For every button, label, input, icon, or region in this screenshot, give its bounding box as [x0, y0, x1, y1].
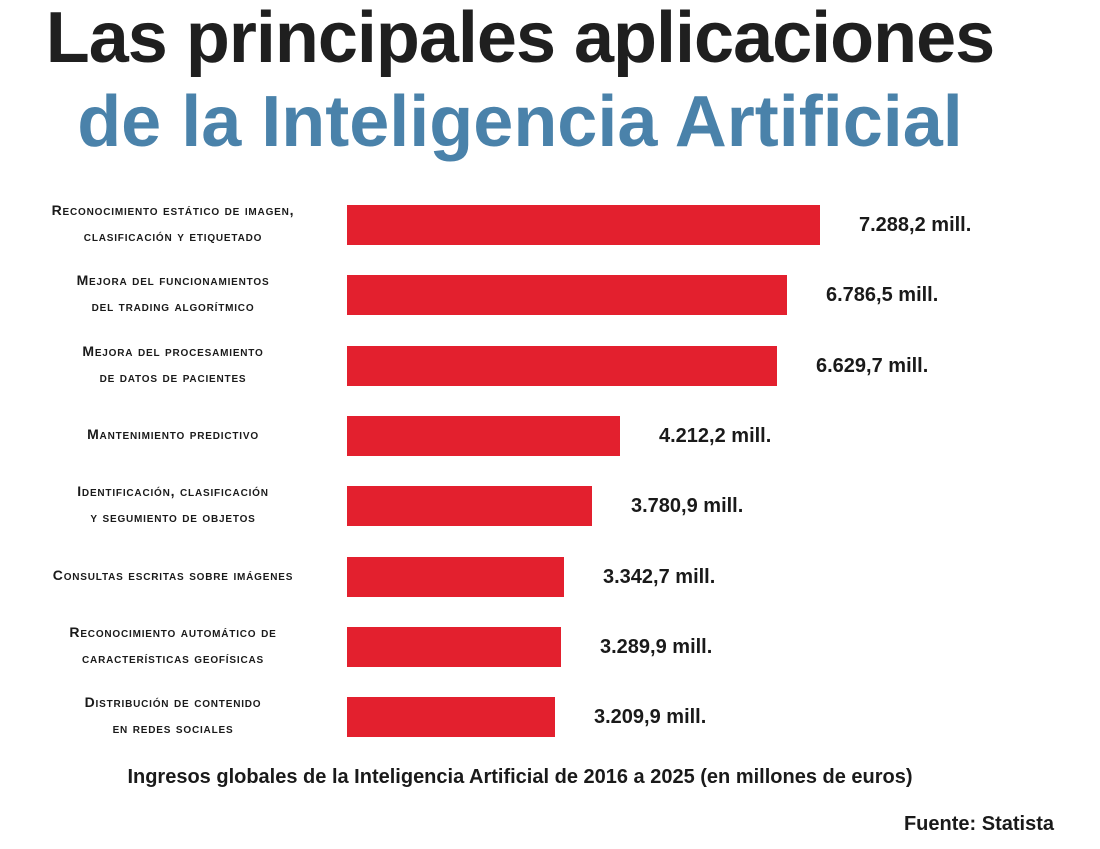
value-label: 6.786,5 mill.: [826, 284, 939, 306]
category-label: Consultas escritas sobre imágenes: [52, 567, 294, 583]
chart-title-line-1: Las principales aplicaciones: [45, 0, 995, 78]
bar: [347, 275, 787, 315]
x-axis-caption: Ingresos globales de la Inteligencia Art…: [127, 766, 913, 788]
bar: [347, 416, 620, 456]
chart-title-line-2: de la Inteligencia Artificial: [77, 82, 963, 162]
bar: [347, 486, 592, 526]
source-credit: Fuente: Statista: [903, 813, 1054, 835]
value-label: 3.780,9 mill.: [631, 495, 744, 517]
bar: [347, 205, 820, 245]
bar: [347, 697, 555, 737]
category-label: Reconocimiento estático de imagen, clasi…: [51, 202, 295, 244]
value-label: 4.212,2 mill.: [659, 425, 772, 447]
bar: [347, 557, 564, 597]
category-label: Mejora del procesamiento de datos de pac…: [82, 343, 264, 385]
value-label: 3.289,9 mill.: [600, 636, 713, 658]
category-label: Mantenimiento predictivo: [87, 426, 259, 442]
bar: [347, 346, 777, 386]
category-label: Reconocimiento automático de característ…: [69, 624, 277, 666]
value-label: 7.288,2 mill.: [859, 214, 972, 236]
value-label: 3.342,7 mill.: [603, 566, 716, 588]
value-label: 3.209,9 mill.: [594, 706, 707, 728]
category-label: Mejora del funcionamientos del trading a…: [76, 272, 270, 314]
value-label: 6.629,7 mill.: [816, 355, 929, 377]
category-label: Distribución de contenido en redes socia…: [84, 694, 262, 736]
category-label: Identificación, clasificación y segumien…: [77, 483, 269, 525]
bar: [347, 627, 561, 667]
